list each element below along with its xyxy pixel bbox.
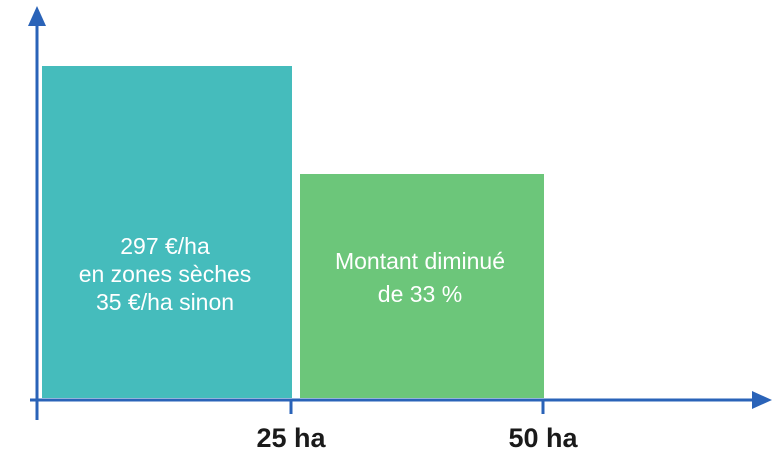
block-text: 297 €/ha [120, 233, 210, 259]
y-arrow [28, 6, 46, 26]
block-text: 35 €/ha sinon [96, 289, 234, 315]
block-text: Montant diminué [335, 248, 505, 274]
block-text: en zones sèches [79, 261, 252, 287]
tick-label: 50 ha [508, 423, 578, 453]
tick-label: 25 ha [256, 423, 326, 453]
block-1 [42, 66, 292, 398]
block-2 [300, 174, 544, 398]
block-text: de 33 % [378, 281, 462, 307]
x-arrow [752, 391, 772, 409]
